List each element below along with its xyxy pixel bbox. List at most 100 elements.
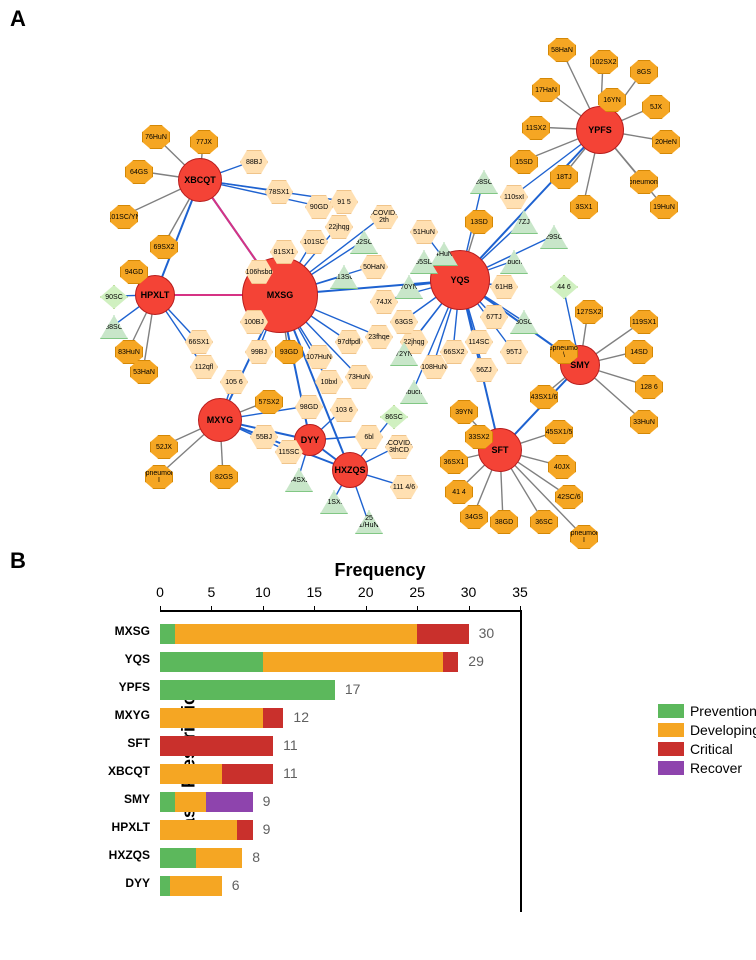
node-oct: 42SC/6 — [555, 485, 583, 509]
node-oct: 33SX2 — [465, 425, 493, 449]
node-oct: 40JX — [548, 455, 576, 479]
bar-row — [160, 820, 253, 840]
bar-segment-critical — [263, 708, 284, 728]
panel-a-label: A — [10, 6, 26, 32]
legend-label: Developing — [690, 722, 756, 738]
node-oct: 57SX2 — [255, 390, 283, 414]
bar-segment-critical — [160, 736, 273, 756]
x-tick-mark — [366, 606, 367, 612]
network-diagram: MXSGYQSYPFSMXYGSFTXBCQTSMYHPXLTHXZQSDYY5… — [70, 20, 690, 540]
node-oct: 126pneumonia \ — [550, 340, 578, 364]
bar-label: HPXLT — [90, 820, 150, 834]
legend-label: Prevention — [690, 703, 756, 719]
bar-value: 6 — [232, 877, 240, 893]
node-oct: 13SD — [465, 210, 493, 234]
bar-value: 8 — [252, 849, 260, 865]
x-tick-mark — [417, 606, 418, 612]
node-oct: 76HuN — [142, 125, 170, 149]
node-oct: 58HaN — [548, 38, 576, 62]
bar-segment-developing — [263, 652, 443, 672]
bar-row — [160, 680, 335, 700]
node-oct: 69SX2 — [150, 235, 178, 259]
node-oct: 43SX1/6 — [530, 385, 558, 409]
bar-segment-developing — [175, 624, 417, 644]
bar-value: 9 — [263, 821, 271, 837]
node-oct: 93GD — [275, 340, 303, 364]
bar-row — [160, 708, 283, 728]
legend-item: Prevention — [658, 703, 756, 719]
node-oct: 39YN — [450, 400, 478, 424]
plot-area: Basic Prescription 05101520253035MXSG30Y… — [160, 610, 522, 912]
bar-label: YPFS — [90, 680, 150, 694]
node-oct: 60pneumonia I — [145, 465, 173, 489]
node-oct: 33HuN — [630, 410, 658, 434]
x-tick: 25 — [409, 584, 425, 600]
x-tick-mark — [314, 606, 315, 612]
legend-label: Recover — [690, 760, 742, 776]
node-oct: 101SC/YN — [110, 205, 138, 229]
page: A B MXSGYQSYPFSMXYGSFTXBCQTSMYHPXLTHXZQS… — [0, 0, 756, 960]
bar-label: MXSG — [90, 624, 150, 638]
node-oct: 41 4 — [445, 480, 473, 504]
bar-row — [160, 736, 273, 756]
hub-xbcqt: XBCQT — [178, 158, 222, 202]
bar-row — [160, 624, 469, 644]
bar-row — [160, 792, 253, 812]
node-oct: 127SX2 — [575, 300, 603, 324]
hub-ypfs: YPFS — [576, 106, 624, 154]
bar-label: SFT — [90, 736, 150, 750]
bar-label: XBCQT — [90, 764, 150, 778]
bar-segment-prevention — [160, 624, 175, 644]
node-oct: 15SD — [510, 150, 538, 174]
node-oct: 5JX — [642, 95, 670, 119]
x-tick: 10 — [255, 584, 271, 600]
x-tick-mark — [469, 606, 470, 612]
bar-value: 17 — [345, 681, 361, 697]
bar-segment-critical — [443, 652, 458, 672]
node-oct: 53HaN — [130, 360, 158, 384]
node-oct: 19HuN — [650, 195, 678, 219]
x-tick: 30 — [461, 584, 477, 600]
bar-segment-prevention — [160, 876, 170, 896]
legend: Prevention Developing Critical Recover — [658, 700, 756, 779]
node-oct: 11SX2 — [522, 116, 550, 140]
x-tick: 15 — [306, 584, 322, 600]
bar-segment-developing — [196, 848, 242, 868]
node-oct: 119SX1 — [630, 310, 658, 334]
node-oct: 17HaN — [532, 78, 560, 102]
legend-swatch — [658, 761, 684, 775]
bar-label: MXYG — [90, 708, 150, 722]
legend-swatch — [658, 742, 684, 756]
hub-hxzqs: HXZQS — [332, 452, 368, 488]
node-oct: 18TJ — [550, 165, 578, 189]
x-tick: 35 — [512, 584, 528, 600]
panel-b-label: B — [10, 548, 26, 574]
hub-mxyg: MXYG — [198, 398, 242, 442]
bar-segment-developing — [160, 708, 263, 728]
chart-title: Frequency — [80, 560, 680, 581]
node-oct: 102SX2 — [590, 50, 618, 74]
bar-segment-developing — [175, 792, 206, 812]
bar-segment-developing — [170, 876, 221, 896]
node-oct: 94GD — [120, 260, 148, 284]
node-oct: 3SX1 — [570, 195, 598, 219]
bar-segment-critical — [237, 820, 252, 840]
bar-segment-developing — [160, 820, 237, 840]
x-tick: 5 — [208, 584, 216, 600]
bar-segment-prevention — [160, 792, 175, 812]
frequency-chart: Frequency Basic Prescription 05101520253… — [80, 560, 680, 950]
bar-value: 12 — [293, 709, 309, 725]
x-tick-mark — [160, 606, 161, 612]
bar-segment-prevention — [160, 652, 263, 672]
bar-value: 11 — [283, 737, 298, 753]
node-oct: 14SD — [625, 340, 653, 364]
bar-segment-critical — [222, 764, 273, 784]
legend-swatch — [658, 723, 684, 737]
x-tick-mark — [211, 606, 212, 612]
bar-row — [160, 764, 273, 784]
bar-row — [160, 848, 242, 868]
node-oct: 36SX1 — [440, 450, 468, 474]
legend-item: Critical — [658, 741, 756, 757]
x-tick: 0 — [156, 584, 164, 600]
legend-item: Recover — [658, 760, 756, 776]
